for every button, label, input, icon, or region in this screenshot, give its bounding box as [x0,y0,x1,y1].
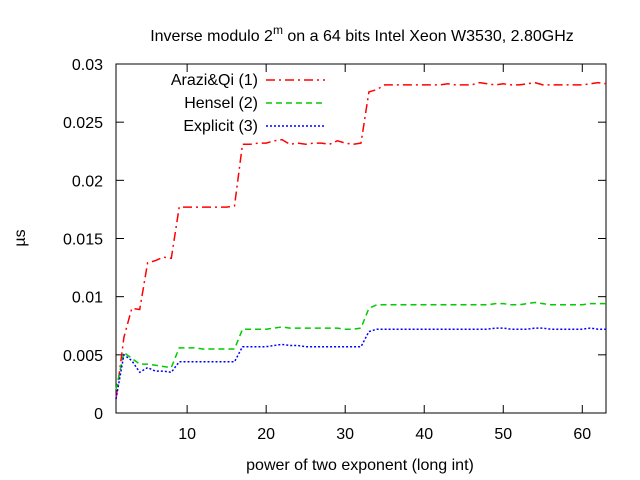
legend-label-hensel: Hensel (2) [184,95,258,112]
y-axis-label: µs [12,229,29,246]
series-line-2 [115,301,606,390]
chart-title-rest: on a 64 bits Intel Xeon W3530, 2.80GHz [283,28,574,45]
x-tick-label: 10 [178,426,196,443]
x-tick-label: 50 [494,426,512,443]
y-tick-label: 0.025 [63,115,103,132]
axis-ticks: 0 0.005 0.01 0.015 0.02 0.025 0.03 10 20 30 40 50 60 [63,57,606,443]
chart-title-main: Inverse modulo 2 [150,28,273,45]
x-tick-label: 20 [257,426,275,443]
chart-title: Inverse modulo 2m on a 64 bits Intel Xeo… [150,23,574,45]
series-line-1 [115,81,607,400]
x-axis-label: power of two exponent (long int) [246,457,474,474]
y-tick-label: 0.01 [72,290,103,307]
y-tick-label: 0 [94,406,103,423]
series-lines [115,81,607,400]
x-tick-label: 40 [415,426,433,443]
y-tick-label: 0.015 [63,232,103,249]
legend-label-arazi: Arazi&Qi (1) [171,72,258,89]
legend-label-explicit: Explicit (3) [183,118,258,135]
chart-title-sup: m [273,23,283,37]
y-tick-label: 0.005 [63,348,103,365]
x-tick-label: 30 [336,426,354,443]
series-line-3 [115,327,606,400]
x-tick-label: 60 [573,426,591,443]
y-tick-label: 0.03 [72,57,103,74]
plot-frame [115,63,607,414]
legend: Arazi&Qi (1) Hensel (2) Explicit (3) [171,72,325,135]
y-tick-label: 0.02 [72,173,103,190]
